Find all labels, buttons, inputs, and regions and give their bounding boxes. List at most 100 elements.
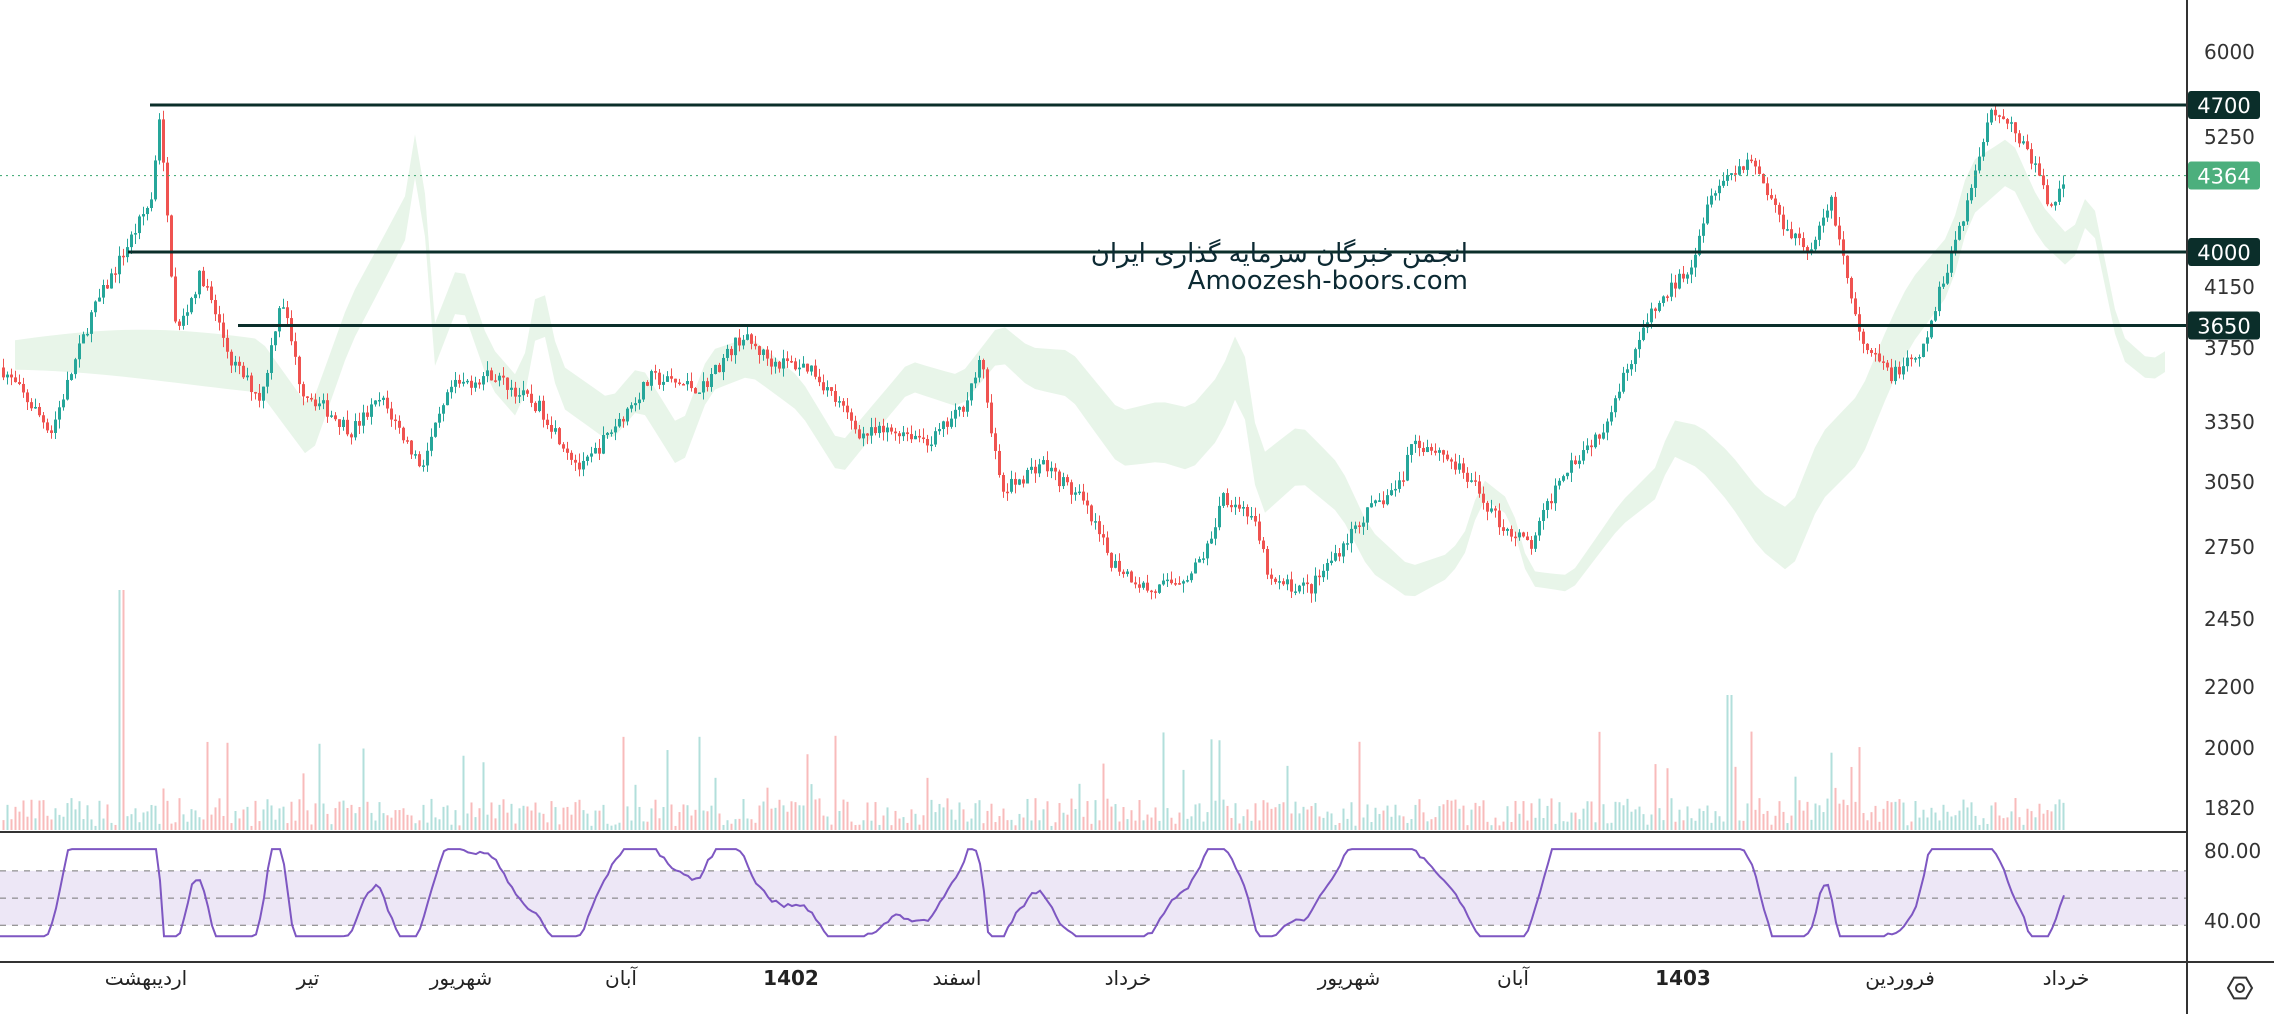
candle-body: [406, 440, 409, 442]
candle-body: [890, 427, 893, 432]
candle-body: [966, 400, 969, 412]
candle-body: [1582, 450, 1585, 461]
volume-bar: [1702, 811, 1705, 830]
volume-bar: [1682, 820, 1685, 830]
volume-bar: [1650, 814, 1653, 830]
settings-hexagon-icon[interactable]: [2226, 976, 2254, 1000]
volume-bar: [1134, 820, 1137, 830]
volume-bar: [1210, 739, 1213, 830]
volume-bar: [2014, 798, 2017, 830]
volume-bar: [846, 801, 849, 830]
candle-body: [1038, 464, 1041, 474]
candle-body: [582, 460, 585, 470]
candle-body: [782, 358, 785, 369]
cloud-segment: [1735, 459, 1745, 527]
candle-body: [1274, 578, 1277, 582]
candle-body: [194, 294, 197, 299]
volume-bar: [894, 810, 897, 830]
candle-body: [766, 349, 769, 359]
candle-body: [934, 431, 937, 445]
volume-bar: [2022, 824, 2025, 830]
cloud-segment: [385, 215, 395, 280]
candle-body: [546, 419, 549, 426]
chart-settings[interactable]: [2226, 976, 2254, 1000]
volume-bar: [270, 805, 273, 830]
volume-bar: [558, 824, 561, 830]
volume-bar: [1914, 800, 1917, 830]
candle-body: [470, 380, 473, 388]
volume-bar: [174, 822, 177, 830]
volume-bar: [498, 804, 501, 830]
cloud-segment: [1875, 333, 1885, 426]
candle-body: [1270, 574, 1273, 579]
cloud-segment: [1635, 478, 1645, 515]
volume-bar: [1630, 811, 1633, 830]
candle-body: [1070, 482, 1073, 495]
candle-body: [1090, 505, 1093, 522]
candle-body: [1578, 460, 1581, 465]
candle-body: [754, 343, 757, 347]
volume-bar: [670, 804, 673, 830]
volume-bar: [1206, 812, 1209, 830]
candle-body: [1378, 500, 1381, 502]
volume-bar: [494, 818, 497, 830]
volume-bar: [426, 822, 429, 830]
candle-body: [1010, 478, 1013, 492]
volume-bars: [2, 590, 2065, 830]
candle-body: [450, 386, 453, 393]
volume-bar: [834, 735, 837, 830]
candle-body: [602, 435, 605, 454]
cloud-segment: [1375, 534, 1385, 582]
cloud-segment: [405, 134, 415, 241]
cloud-segment: [1705, 430, 1715, 487]
volume-bar: [1306, 809, 1309, 830]
volume-bar: [1586, 801, 1589, 830]
candle-body: [70, 374, 73, 380]
cloud-segment: [835, 435, 845, 470]
candle-body: [826, 387, 829, 391]
volume-bar: [1582, 808, 1585, 830]
volume-bar: [114, 824, 117, 830]
candle-body: [1958, 225, 1961, 240]
cloud-segment: [205, 332, 215, 388]
volume-bar: [606, 823, 609, 830]
volume-bar: [1310, 806, 1313, 830]
candle-body: [774, 361, 777, 367]
volume-bar: [1214, 800, 1217, 830]
candle-body: [1490, 508, 1493, 512]
cloud-segment: [575, 374, 585, 424]
candle-body: [1594, 434, 1597, 448]
volume-bar: [1406, 822, 1409, 830]
volume-bar: [534, 802, 537, 830]
candle-body: [90, 312, 93, 334]
volume-bar: [190, 809, 193, 830]
candle-body: [1494, 508, 1497, 511]
candle-body: [282, 307, 285, 309]
volume-bar: [926, 777, 929, 830]
candle-body: [1862, 331, 1865, 344]
candle-body: [1590, 445, 1593, 448]
candle-body: [810, 365, 813, 372]
candle-body: [1370, 503, 1373, 508]
cloud-segment: [1275, 436, 1285, 504]
volume-bar: [98, 800, 101, 830]
volume-bar: [1538, 798, 1541, 830]
candle-body: [1682, 273, 1685, 279]
volume-bar: [790, 801, 793, 830]
candle-body: [658, 372, 661, 385]
volume-bar: [618, 822, 621, 830]
cloud-segment: [1675, 420, 1685, 462]
candle-body: [1294, 591, 1297, 593]
candle-body: [1706, 204, 1709, 224]
candle-body: [686, 381, 689, 385]
cloud-segment: [2015, 147, 2025, 212]
cloud-segment: [1105, 392, 1115, 460]
volume-bar: [1342, 808, 1345, 830]
time-tick-label: 1402: [763, 966, 819, 990]
candle-body: [1894, 366, 1897, 382]
volume-bar: [1190, 816, 1193, 830]
volume-bar: [294, 820, 297, 830]
candle-body: [1310, 584, 1313, 594]
candle-body: [1618, 391, 1621, 399]
